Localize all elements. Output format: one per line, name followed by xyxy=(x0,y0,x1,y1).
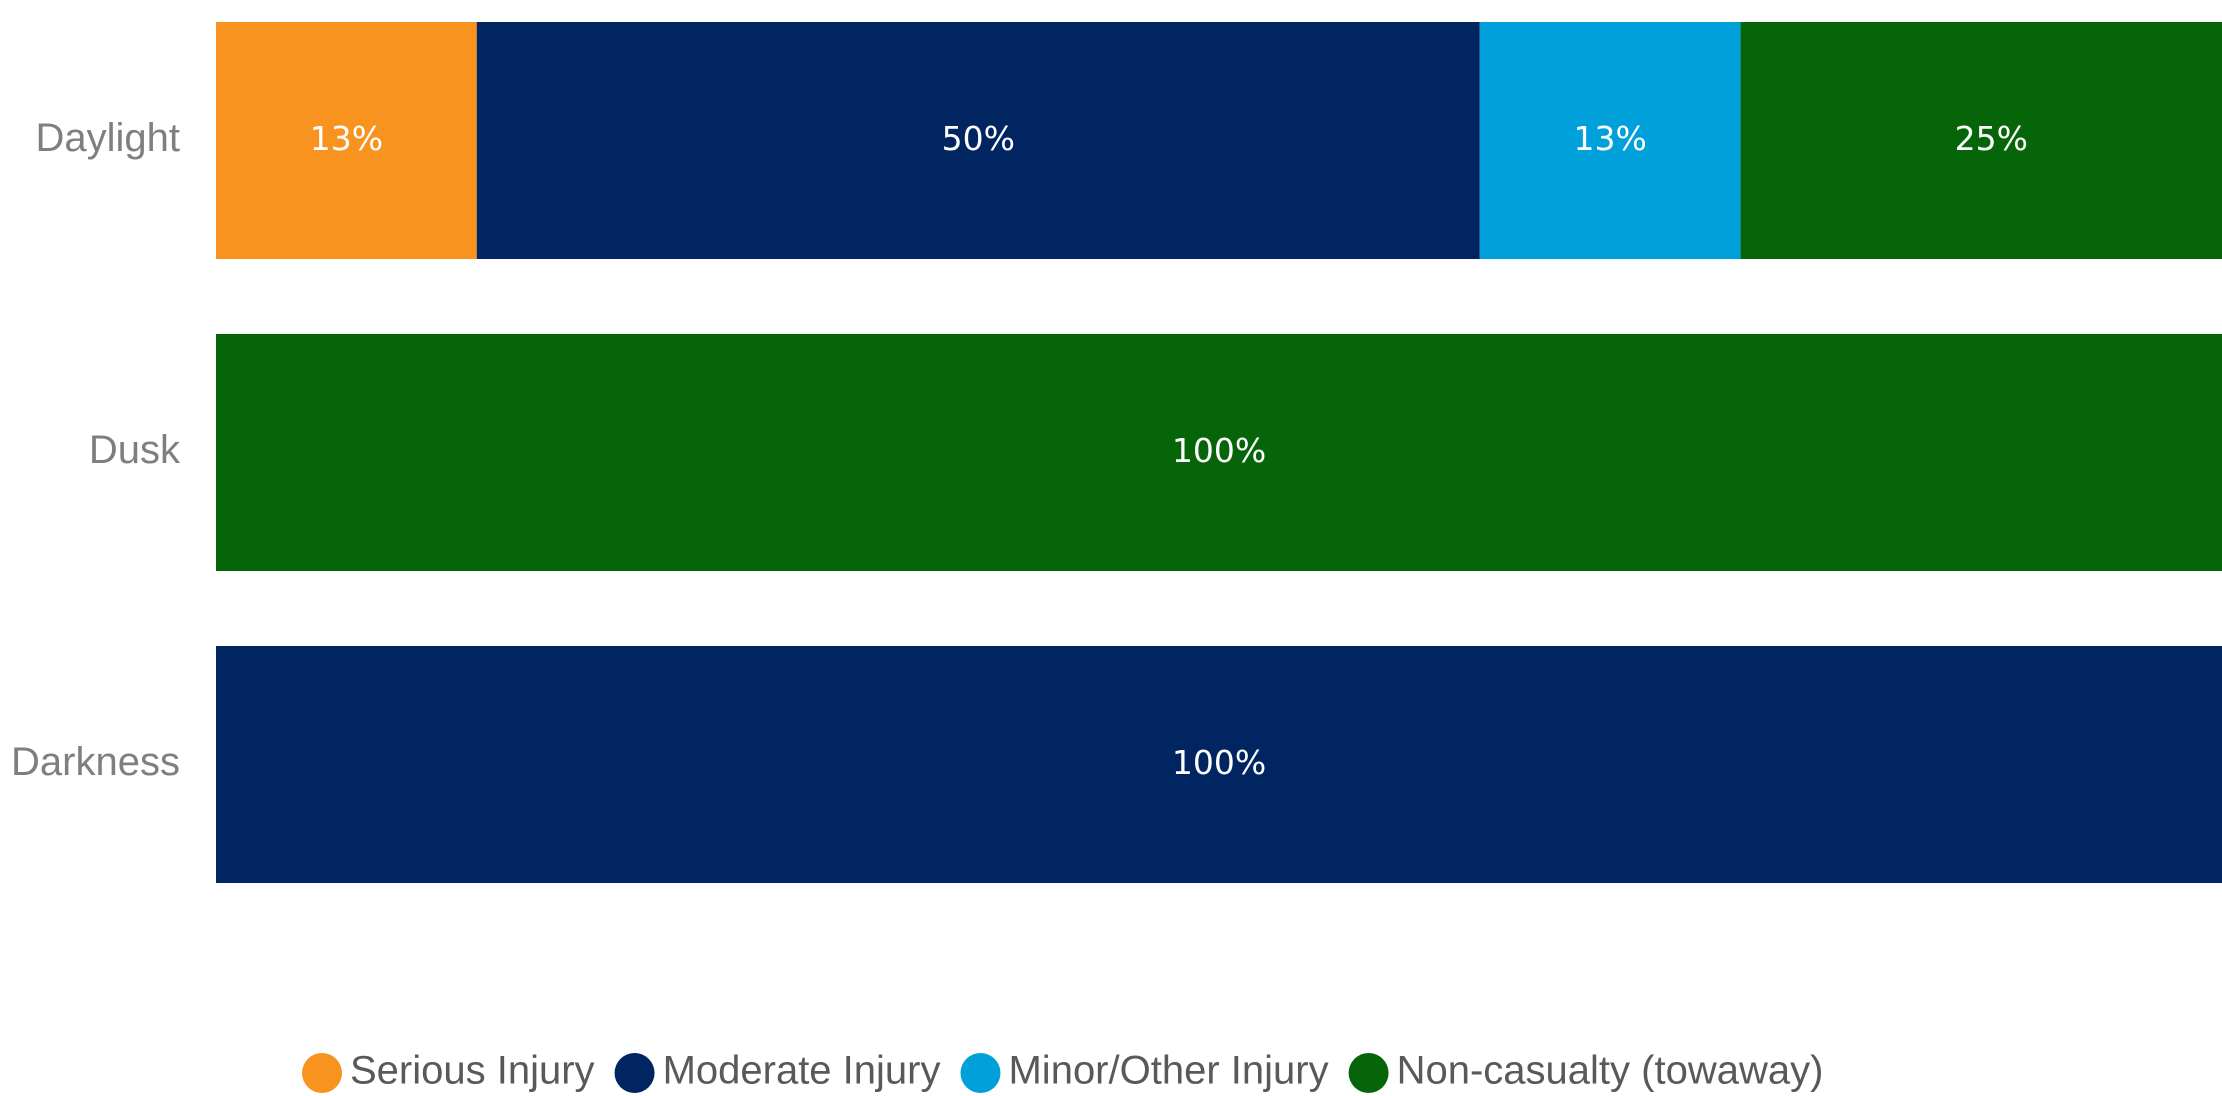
bar-segment-daylight-moderate-injury xyxy=(476,22,1480,259)
legend-item-non-casualty-towaway: Non-casualty (towaway) xyxy=(1348,1049,1824,1093)
category-label-darkness: Darkness xyxy=(11,740,180,784)
legend-label-non-casualty-towaway: Non-casualty (towaway) xyxy=(1397,1049,1824,1093)
legend-label-minor-other-injury: Minor/Other Injury xyxy=(1008,1049,1328,1093)
data-label-daylight-moderate-injury: 50% xyxy=(942,119,1015,158)
legend-item-moderate-injury: Moderate Injury xyxy=(614,1049,941,1093)
legend-marker-non-casualty-towaway xyxy=(1348,1053,1389,1093)
bar-segment-dusk-non-casualty-towaway xyxy=(216,334,2222,571)
bar-segment-daylight-serious-injury xyxy=(216,22,477,259)
bar-segment-darkness-moderate-injury xyxy=(216,646,2222,883)
data-label-dusk-non-casualty-towaway: 100% xyxy=(1172,431,1266,470)
data-label-darkness-moderate-injury: 100% xyxy=(1172,743,1266,782)
legend: Serious Injury Moderate Injury Minor/Other… xyxy=(302,1049,1823,1093)
data-label-daylight-non-casualty-towaway: 25% xyxy=(1955,119,2028,158)
legend-item-serious-injury: Serious Injury xyxy=(302,1049,595,1093)
category-label-daylight: Daylight xyxy=(35,116,180,160)
plot-area: Daylight 13% 50% 13% 25% Dusk 100% Darkness 100% xyxy=(11,22,2222,883)
legend-marker-serious-injury xyxy=(302,1053,342,1093)
legend-item-minor-other-injury: Minor/Other Injury xyxy=(960,1049,1329,1093)
data-label-daylight-minor-other-injury: 13% xyxy=(1573,119,1646,158)
legend-label-moderate-injury: Moderate Injury xyxy=(663,1049,941,1093)
bar-segment-daylight-minor-other-injury xyxy=(1479,22,1741,259)
category-label-dusk: Dusk xyxy=(89,428,181,472)
legend-marker-moderate-injury xyxy=(614,1053,655,1093)
data-label-daylight-serious-injury: 13% xyxy=(310,119,383,158)
bar-segment-daylight-non-casualty-towaway xyxy=(1740,22,2222,259)
legend-label-serious-injury: Serious Injury xyxy=(350,1049,595,1093)
legend-marker-minor-other-injury xyxy=(960,1053,1001,1093)
